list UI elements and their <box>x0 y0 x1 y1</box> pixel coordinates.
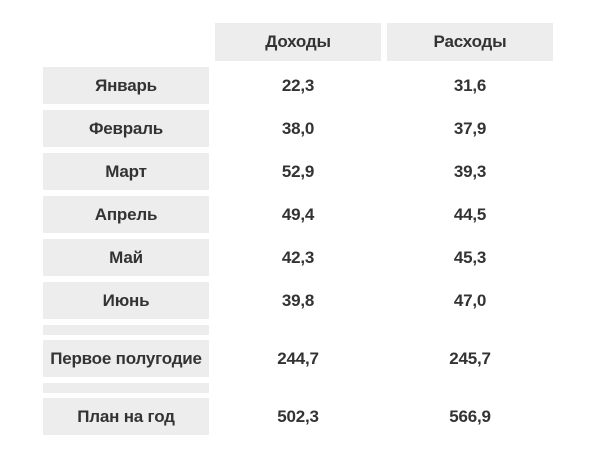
row-spacer <box>43 383 209 393</box>
expense-value: 44,5 <box>453 204 487 224</box>
expense-value: 31,6 <box>453 75 487 95</box>
row-label: Январь <box>43 67 209 104</box>
row-spacer <box>43 325 209 335</box>
income-value: 39,8 <box>281 290 315 310</box>
row-label: Май <box>43 239 209 276</box>
income-value: 52,9 <box>281 161 315 181</box>
income-value: 38,0 <box>281 118 315 138</box>
expense-value: 37,9 <box>453 118 487 138</box>
income-value: 22,3 <box>281 75 315 95</box>
summary-label: Первое полугодие <box>43 340 209 377</box>
summary-income-value: 244,7 <box>277 348 319 368</box>
row-label: Март <box>43 153 209 190</box>
row-label: Июнь <box>43 282 209 319</box>
income-value: 42,3 <box>281 247 315 267</box>
income-value: 49,4 <box>281 204 315 224</box>
expense-value: 45,3 <box>453 247 487 267</box>
row-label: Февраль <box>43 110 209 147</box>
expense-value: 47,0 <box>453 290 487 310</box>
header-income: Доходы <box>215 23 381 61</box>
summary-income-value: 502,3 <box>277 406 319 426</box>
summary-expense-value: 566,9 <box>449 406 491 426</box>
header-expense: Расходы <box>387 23 553 61</box>
row-label: Апрель <box>43 196 209 233</box>
summary-expense-value: 245,7 <box>449 348 491 368</box>
summary-label: План на год <box>43 398 209 435</box>
expense-value: 39,3 <box>453 161 487 181</box>
